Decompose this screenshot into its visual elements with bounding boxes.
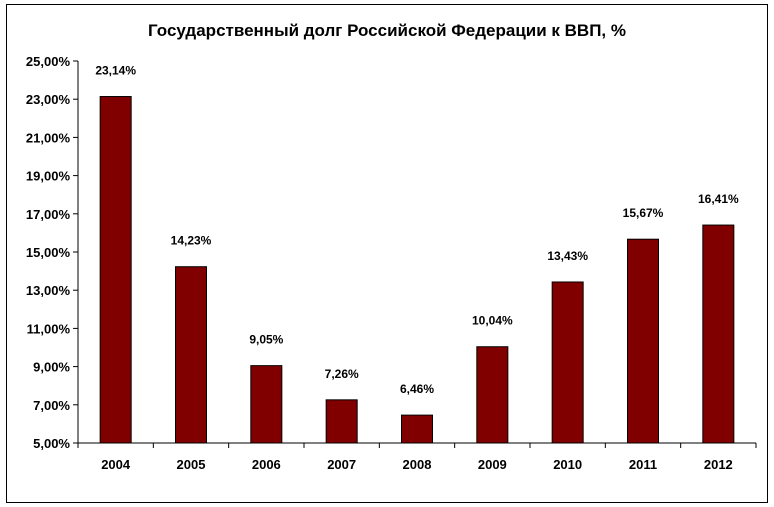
y-tick-label: 21,00%: [26, 130, 71, 145]
bar: [401, 414, 433, 444]
data-label: 15,67%: [623, 206, 664, 220]
x-tick-label: 2008: [403, 457, 432, 472]
data-label: 14,23%: [171, 234, 212, 248]
y-tick-label: 7,00%: [33, 398, 70, 413]
data-label: 10,04%: [472, 314, 513, 328]
y-tick-label: 19,00%: [26, 169, 71, 184]
x-tick-label: 2009: [478, 457, 507, 472]
x-tick-label: 2006: [252, 457, 281, 472]
data-label: 23,14%: [95, 64, 136, 78]
data-label: 7,26%: [325, 367, 359, 381]
x-tick-label: 2007: [327, 457, 356, 472]
y-tick-label: 15,00%: [26, 245, 71, 260]
y-tick-label: 5,00%: [33, 436, 70, 451]
y-tick-label: 11,00%: [27, 321, 71, 336]
data-label: 13,43%: [547, 249, 588, 263]
y-tick-label: 23,00%: [26, 92, 71, 107]
data-label: 9,05%: [249, 333, 283, 347]
x-tick-label: 2005: [177, 457, 206, 472]
y-tick-label: 9,00%: [33, 360, 70, 375]
bar: [551, 281, 584, 444]
bar: [175, 266, 207, 444]
bar: [627, 238, 659, 444]
x-tick-label: 2011: [629, 457, 657, 472]
bar: [476, 346, 509, 444]
data-label: 6,46%: [400, 382, 434, 396]
chart-title: Государственный долг Российской Федераци…: [148, 21, 626, 40]
y-tick-label: 25,00%: [26, 54, 71, 69]
bar: [250, 365, 283, 444]
x-tick-label: 2004: [101, 457, 131, 472]
y-tick-label: 13,00%: [26, 283, 71, 298]
bar: [325, 399, 358, 444]
bar: [702, 224, 735, 444]
x-tick-label: 2012: [704, 457, 733, 472]
y-tick-label: 17,00%: [26, 207, 71, 222]
bar: [99, 96, 132, 444]
x-tick-label: 2010: [553, 457, 582, 472]
data-label: 16,41%: [698, 192, 739, 206]
